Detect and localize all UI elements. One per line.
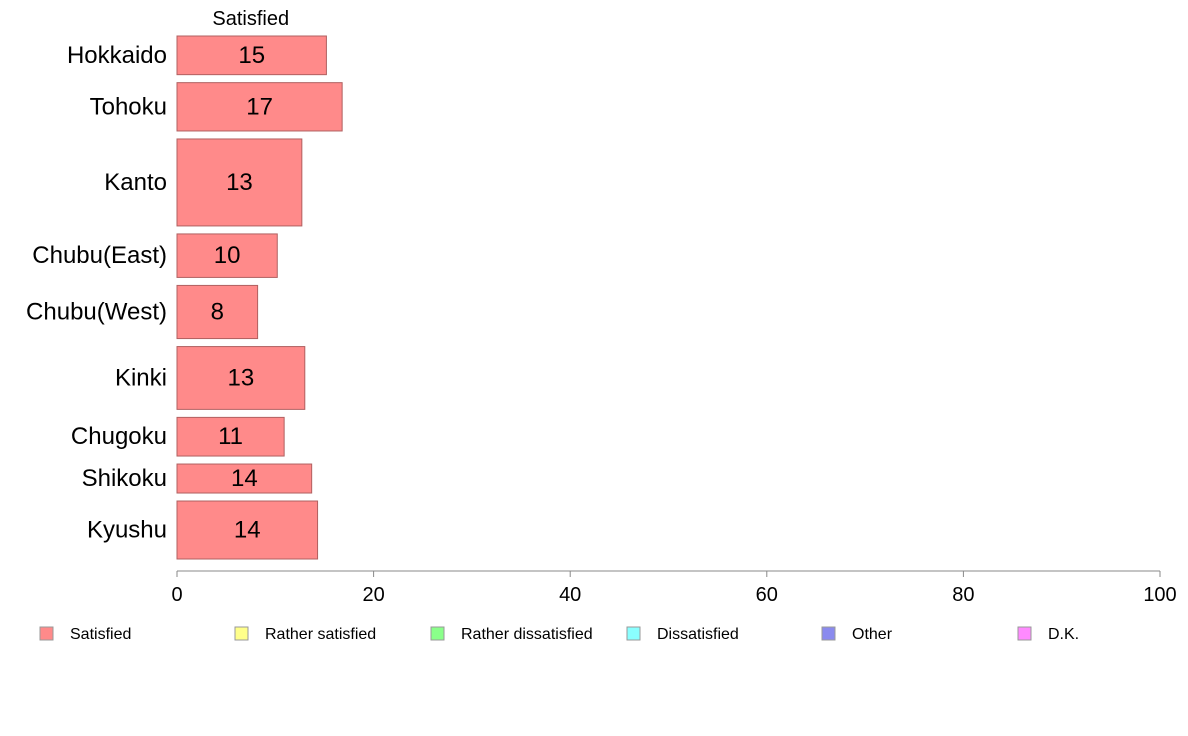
- bar: [176, 35, 327, 76]
- bar-value-label: 13: [228, 364, 255, 391]
- legend-label: Rather dissatisfied: [461, 626, 593, 643]
- bar-value-label: 13: [226, 169, 253, 196]
- category-label: Chugoku: [71, 423, 167, 450]
- category-label: Kyushu: [87, 517, 167, 544]
- bar: [176, 346, 306, 410]
- legend-swatch: [234, 626, 249, 641]
- bar-value-label: 11: [218, 423, 243, 450]
- category-label: Tohoku: [90, 93, 167, 120]
- bar-value-label: 14: [231, 465, 258, 492]
- bar-value-label: 15: [238, 42, 265, 69]
- x-tick-label: 100: [1143, 584, 1176, 606]
- category-label: Hokkaido: [67, 42, 167, 69]
- bar: [176, 82, 343, 132]
- legend-swatch: [821, 626, 836, 641]
- x-tick-label: 60: [756, 584, 778, 606]
- bar-value-label: 14: [234, 517, 261, 544]
- x-tick-label: 80: [952, 584, 974, 606]
- legend-swatch: [626, 626, 641, 641]
- bar-value-label: 17: [246, 93, 273, 120]
- legend-label: Rather satisfied: [265, 626, 376, 643]
- category-label: Chubu(West): [26, 298, 167, 325]
- category-label: Kanto: [104, 169, 167, 196]
- legend-swatch: [430, 626, 445, 641]
- bar: [176, 138, 303, 227]
- x-tick-label: 20: [362, 584, 384, 606]
- legend-swatch: [39, 626, 54, 641]
- legend-label: Satisfied: [70, 626, 131, 643]
- bar: [176, 233, 278, 278]
- category-label: Kinki: [115, 364, 167, 391]
- bar: [176, 416, 285, 457]
- x-tick-label: 40: [559, 584, 581, 606]
- legend-label: Other: [852, 626, 893, 643]
- bar: [176, 463, 313, 494]
- bar: [176, 284, 259, 340]
- category-label: Shikoku: [82, 465, 167, 492]
- column-header: Satisfied: [212, 8, 289, 30]
- bar-value-label: 8: [211, 298, 224, 325]
- legend-label: Dissatisfied: [657, 626, 739, 643]
- bar-value-label: 10: [214, 242, 241, 269]
- legend-label: D.K.: [1048, 626, 1079, 643]
- bar: [176, 500, 319, 560]
- x-tick-label: 0: [171, 584, 182, 606]
- category-label: Chubu(East): [32, 242, 167, 269]
- legend-swatch: [1017, 626, 1032, 641]
